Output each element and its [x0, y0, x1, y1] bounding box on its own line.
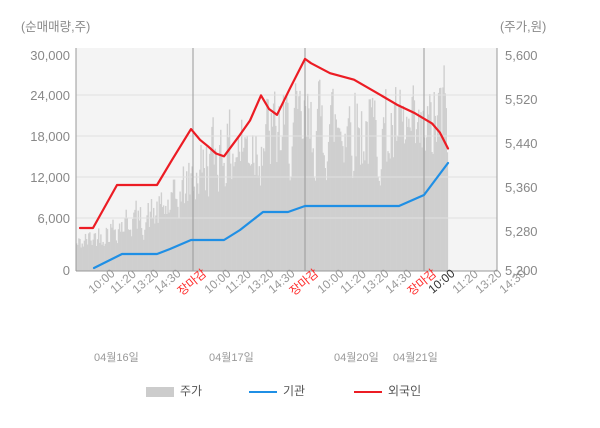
svg-text:5,440: 5,440: [505, 136, 538, 151]
svg-text:6,000: 6,000: [37, 211, 70, 226]
svg-text:(주가,원): (주가,원): [500, 20, 546, 34]
svg-text:5,280: 5,280: [505, 224, 538, 239]
svg-text:24,000: 24,000: [30, 88, 70, 103]
svg-text:0: 0: [63, 263, 70, 278]
svg-text:12,000: 12,000: [30, 170, 70, 185]
svg-text:5,520: 5,520: [505, 92, 538, 107]
svg-text:5,600: 5,600: [505, 48, 538, 63]
svg-text:18,000: 18,000: [30, 129, 70, 144]
svg-text:30,000: 30,000: [30, 48, 70, 63]
svg-text:5,360: 5,360: [505, 180, 538, 195]
svg-text:(순매매량,주): (순매매량,주): [21, 20, 90, 34]
